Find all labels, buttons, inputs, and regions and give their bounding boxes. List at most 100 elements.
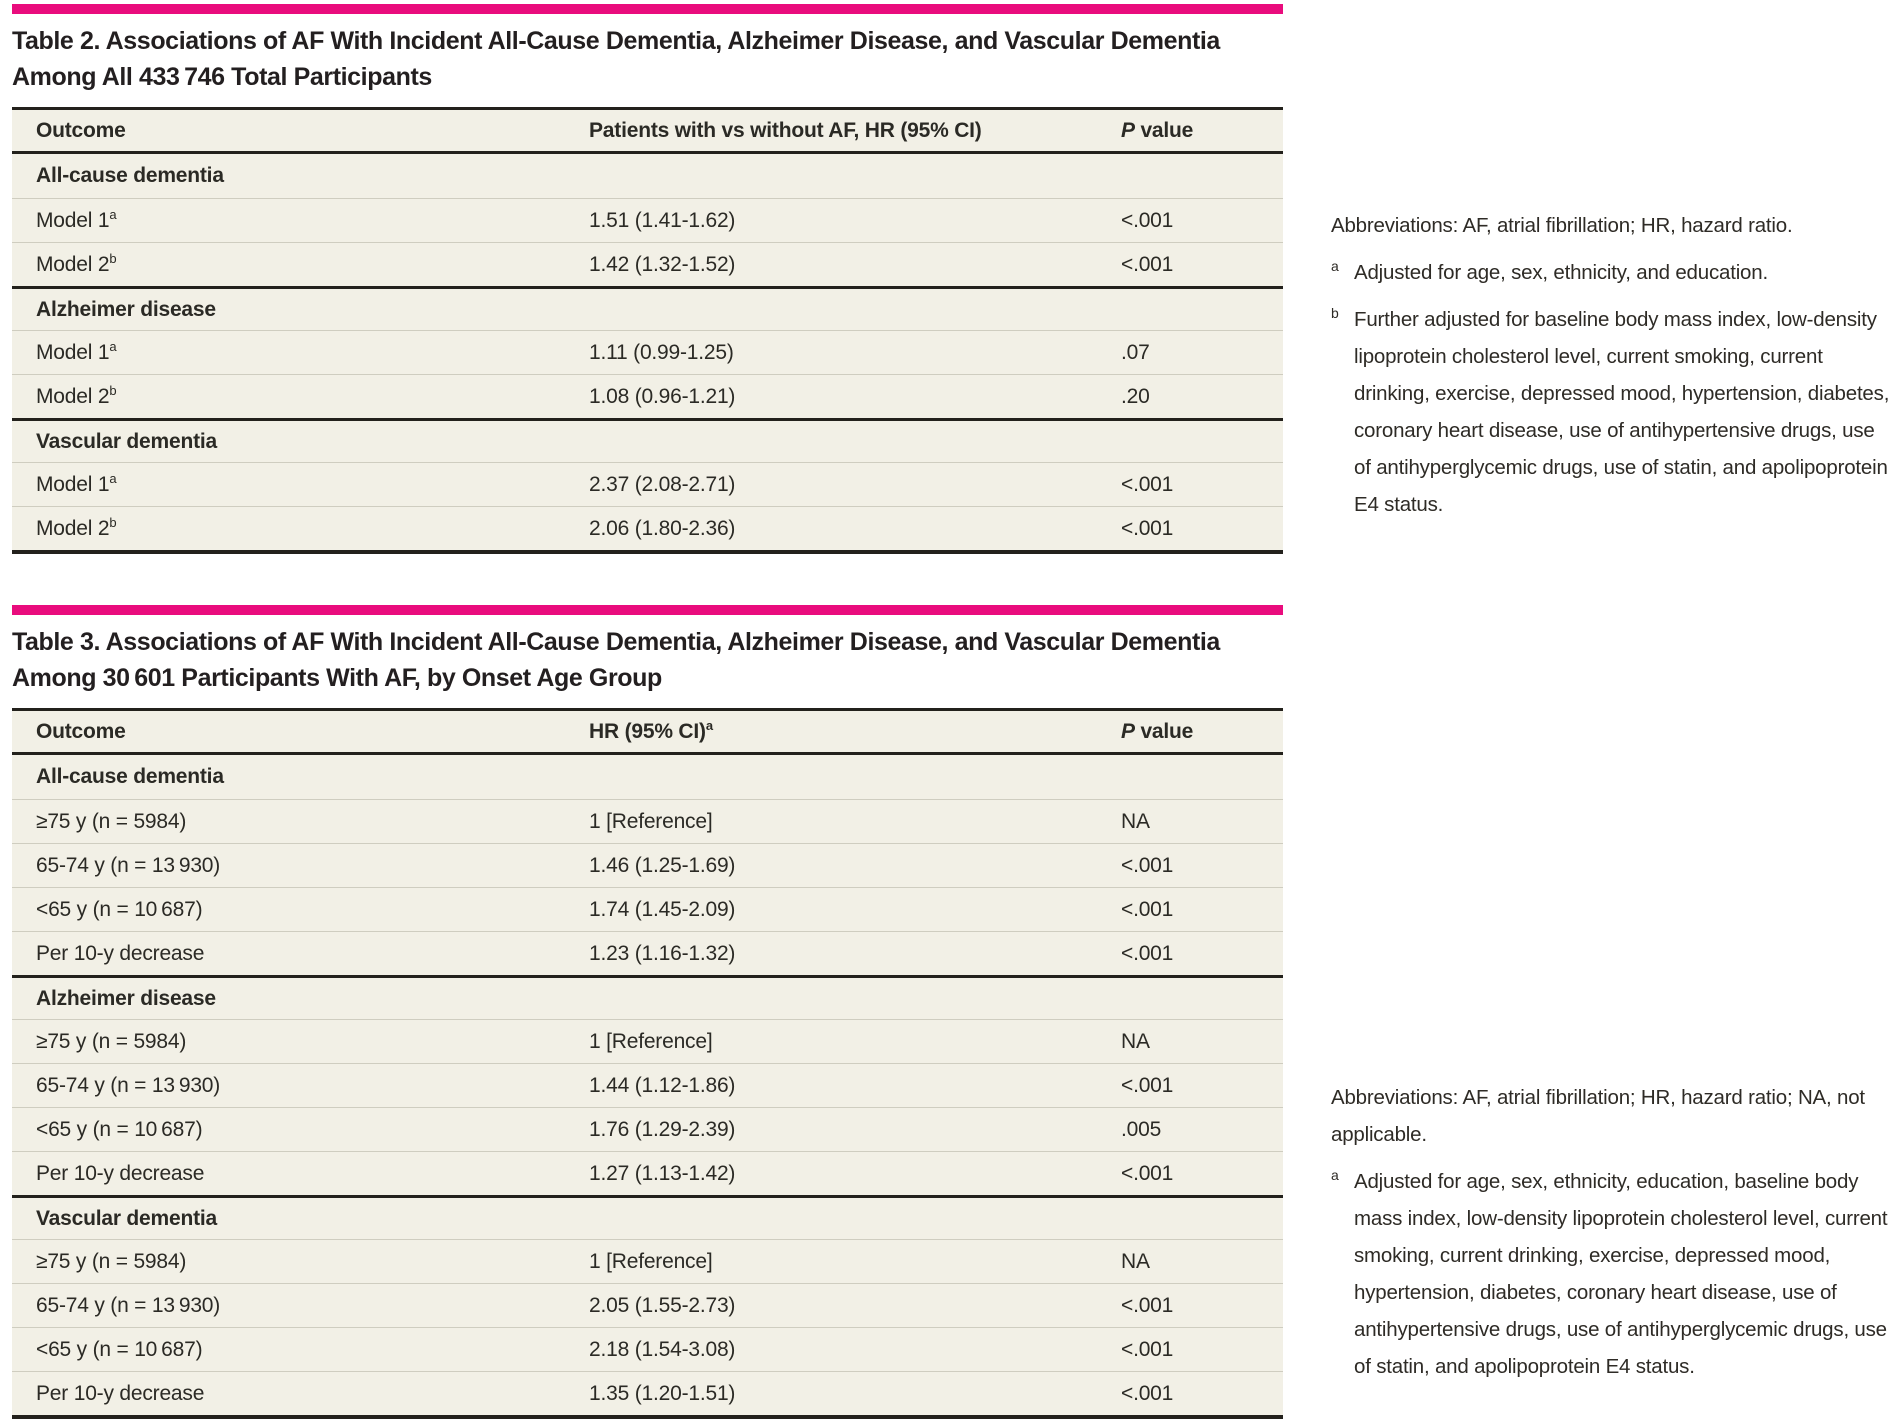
table3-figure: Table 3. Associations of AF With Inciden… — [12, 605, 1283, 1419]
p-value-cell: NA — [1121, 809, 1150, 833]
section-row: All-cause dementia — [12, 755, 1283, 799]
footnote-marker: b — [109, 382, 117, 398]
hr-ci-cell: 2.18 (1.54-3.08) — [589, 1337, 736, 1361]
abbreviations-text: Abbreviations: AF, atrial fibrillation; … — [1331, 1086, 1865, 1146]
section-row: All-cause dementia — [12, 154, 1283, 198]
table-row: ≥75 y (n = 5984) 1 [Reference] NA — [12, 1019, 1283, 1063]
table2-accent-bar — [12, 4, 1283, 14]
outcome-cell: Model 2b — [36, 250, 117, 276]
outcome-cell: Per 10-y decrease — [36, 941, 205, 965]
outcome-cell: ≥75 y (n = 5984) — [36, 1249, 187, 1273]
table2-title: Table 2. Associations of AF With Inciden… — [12, 23, 1283, 95]
hr-ci-cell: 1.46 (1.25-1.69) — [589, 853, 736, 877]
hr-ci-cell: 1 [Reference] — [589, 809, 713, 833]
outcome-cell: ≥75 y (n = 5984) — [36, 1029, 187, 1053]
table2-title-line2: Among All 433 746 Total Participants — [12, 63, 432, 91]
table3-footnotes: Abbreviations: AF, atrial fibrillation; … — [1331, 1079, 1893, 1385]
p-value-cell: <.001 — [1121, 897, 1174, 921]
table-row: Model 1a 1.51 (1.41-1.62) <.001 — [12, 198, 1283, 242]
section-label: All-cause dementia — [36, 765, 224, 788]
table-row: Model 2b 1.08 (0.96-1.21) .20 — [12, 374, 1283, 418]
outcome-cell: Model 1a — [36, 206, 117, 232]
p-value-cell: .005 — [1121, 1117, 1162, 1141]
p-value-cell: <.001 — [1121, 252, 1174, 276]
footnote-marker: b — [1331, 305, 1339, 321]
table-row: 65-74 y (n = 13 930) 1.46 (1.25-1.69) <.00… — [12, 843, 1283, 887]
table2-header-row: Outcome Patients with vs without AF, HR … — [12, 110, 1283, 154]
outcome-cell: Model 1a — [36, 338, 117, 364]
outcome-cell: <65 y (n = 10 687) — [36, 1337, 203, 1361]
column-header-outcome: Outcome — [36, 719, 126, 743]
hr-ci-cell: 1.35 (1.20-1.51) — [589, 1381, 736, 1405]
footnote-item: b Further adjusted for baseline body mass… — [1331, 301, 1893, 523]
section-row: Alzheimer disease — [12, 975, 1283, 1019]
table-body: All-cause dementia ≥75 y (n = 5984) 1 [Ref… — [12, 755, 1283, 1415]
hr-ci-cell: 2.06 (1.80-2.36) — [589, 516, 736, 540]
hr-ci-cell: 2.05 (1.55-2.73) — [589, 1293, 736, 1317]
table-row: 65-74 y (n = 13 930) 1.44 (1.12-1.86) <.00… — [12, 1063, 1283, 1107]
hr-ci-cell: 1.11 (0.99-1.25) — [589, 340, 734, 364]
table-row: Per 10-y decrease 1.27 (1.13-1.42) <.001 — [12, 1151, 1283, 1195]
table3-title-line2: Among 30 601 Participants With AF, by On… — [12, 664, 662, 692]
outcome-cell: 65-74 y (n = 13 930) — [36, 1073, 221, 1097]
footnote-item: a Adjusted for age, sex, ethnicity, and e… — [1331, 254, 1893, 291]
table2-title-line1: Table 2. Associations of AF With Inciden… — [12, 27, 1220, 55]
footnote-marker: a — [1331, 258, 1339, 274]
table-row: Per 10-y decrease 1.23 (1.16-1.32) <.001 — [12, 931, 1283, 975]
footnote-marker: b — [109, 514, 117, 530]
footnote-marker: b — [109, 250, 117, 266]
table-row: Model 2b 1.42 (1.32-1.52) <.001 — [12, 242, 1283, 286]
footnote-list: a Adjusted for age, sex, ethnicity, educa… — [1331, 1163, 1893, 1385]
outcome-cell: Model 2b — [36, 382, 117, 408]
table3-accent-bar — [12, 605, 1283, 615]
table-row: Per 10-y decrease 1.35 (1.20-1.51) <.001 — [12, 1371, 1283, 1415]
section-label: All-cause dementia — [36, 164, 224, 187]
hr-ci-cell: 1 [Reference] — [589, 1249, 713, 1273]
outcome-cell: <65 y (n = 10 687) — [36, 1117, 203, 1141]
footnote-list: a Adjusted for age, sex, ethnicity, and e… — [1331, 254, 1893, 523]
column-header-hr: HR (95% CI)a — [589, 717, 713, 743]
outcome-cell: ≥75 y (n = 5984) — [36, 809, 187, 833]
hr-ci-cell: 1.51 (1.41-1.62) — [589, 208, 736, 232]
section-row: Vascular dementia — [12, 1195, 1283, 1239]
hr-ci-cell: 1.44 (1.12-1.86) — [589, 1073, 736, 1097]
table-row: ≥75 y (n = 5984) 1 [Reference] NA — [12, 1239, 1283, 1283]
p-value-cell: <.001 — [1121, 1073, 1174, 1097]
footnote-text: Adjusted for age, sex, ethnicity, educat… — [1354, 1170, 1888, 1378]
p-value-cell: <.001 — [1121, 1293, 1174, 1317]
outcome-cell: <65 y (n = 10 687) — [36, 897, 203, 921]
hr-ci-cell: 1.76 (1.29-2.39) — [589, 1117, 736, 1141]
footnote-item: a Adjusted for age, sex, ethnicity, educa… — [1331, 1163, 1893, 1385]
footnote-marker: a — [109, 470, 117, 486]
outcome-cell: Model 2b — [36, 514, 117, 540]
outcome-cell: 65-74 y (n = 13 930) — [36, 853, 221, 877]
p-value-cell: .20 — [1121, 384, 1150, 408]
p-value-cell: <.001 — [1121, 1381, 1174, 1405]
hr-ci-cell: 1.27 (1.13-1.42) — [589, 1161, 736, 1185]
header-footnote-marker: a — [705, 717, 713, 733]
hr-ci-cell: 1.42 (1.32-1.52) — [589, 252, 736, 276]
abbreviations-text: Abbreviations: AF, atrial fibrillation; … — [1331, 214, 1793, 237]
hr-ci-cell: 1.23 (1.16-1.32) — [589, 941, 736, 965]
table-row: <65 y (n = 10 687) 1.74 (1.45-2.09) <.001 — [12, 887, 1283, 931]
outcome-cell: Per 10-y decrease — [36, 1381, 205, 1405]
section-row: Vascular dementia — [12, 418, 1283, 462]
table-row: 65-74 y (n = 13 930) 2.05 (1.55-2.73) <.00… — [12, 1283, 1283, 1327]
footnote-text: Further adjusted for baseline body mass … — [1354, 308, 1890, 516]
table2-footnotes: Abbreviations: AF, atrial fibrillation; … — [1331, 207, 1893, 523]
footnote-text: Adjusted for age, sex, ethnicity, and ed… — [1354, 261, 1768, 284]
table-row: Model 2b 2.06 (1.80-2.36) <.001 — [12, 506, 1283, 550]
p-value-cell: <.001 — [1121, 941, 1174, 965]
column-header-pvalue: P value — [1121, 719, 1194, 743]
p-value-cell: <.001 — [1121, 1337, 1174, 1361]
table-body: All-cause dementia Model 1a 1.51 (1.41-1.6… — [12, 154, 1283, 550]
table3-title-line1: Table 3. Associations of AF With Inciden… — [12, 628, 1220, 656]
table-row: Model 1a 1.11 (0.99-1.25) .07 — [12, 330, 1283, 374]
table2-figure: Table 2. Associations of AF With Inciden… — [12, 4, 1283, 554]
footnote-marker: a — [1331, 1167, 1339, 1183]
section-label: Alzheimer disease — [36, 986, 216, 1010]
section-label: Vascular dementia — [36, 1206, 218, 1230]
p-value-cell: .07 — [1121, 340, 1150, 364]
column-header-outcome: Outcome — [36, 118, 126, 142]
